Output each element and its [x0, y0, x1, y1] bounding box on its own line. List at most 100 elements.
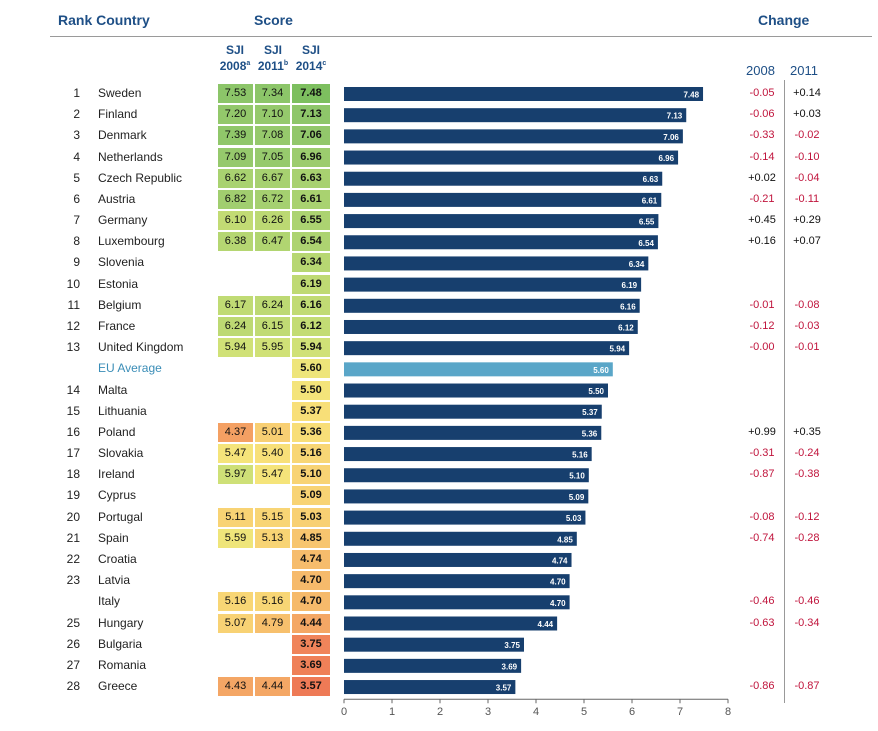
change-2008-header: 2008	[746, 63, 775, 78]
table-row: EU Average 5.60	[0, 358, 878, 379]
score-2014-cell: 6.61	[292, 189, 330, 209]
score-2011-cell: 5.15	[255, 507, 290, 527]
country-cell: Czech Republic	[98, 170, 183, 185]
x-tick-label: 8	[725, 706, 731, 718]
score-2014-cell: 3.75	[292, 634, 330, 654]
change-2008-cell: -0.86	[749, 680, 775, 693]
score-2008-cell: 6.10	[218, 211, 253, 231]
country-cell: Estonia	[98, 276, 139, 291]
bar-value-label: 6.34	[629, 260, 645, 269]
country-cell: Denmark	[98, 128, 147, 143]
table-row: 25 Hungary 5.07 4.79 4.44 -0.63 -0.34	[0, 613, 878, 633]
change-2008-cell: -0.06	[749, 108, 775, 121]
score-2008-cell: 6.38	[218, 232, 253, 252]
table-row: 16 Poland 4.37 5.01 5.36 +0.99 +0.35	[0, 422, 878, 442]
country-cell: United Kingdom	[98, 340, 184, 355]
rank-cell: 17	[66, 446, 80, 461]
year-2014: 2014	[295, 59, 323, 73]
bar-value-label: 5.03	[566, 514, 582, 523]
rank-cell: 8	[73, 234, 80, 249]
table-row: 6 Austria 6.82 6.72 6.61 -0.21 -0.11	[0, 189, 878, 209]
table-row: 12 France 6.24 6.15 6.12 -0.12 -0.03	[0, 316, 878, 336]
score-2014-cell: 5.09	[292, 486, 330, 506]
rank-country-header: Rank Country	[58, 12, 150, 28]
score-2008-cell: 6.82	[218, 189, 253, 209]
score-2014-cell: 4.70	[292, 571, 330, 591]
change-header: Change	[758, 12, 810, 28]
rank-cell: 12	[66, 318, 80, 333]
score-2014-cell: 5.50	[292, 380, 330, 400]
x-tick-label: 2	[437, 706, 443, 718]
score-2008-cell: 5.97	[218, 465, 253, 485]
change-2008-cell: -0.33	[749, 129, 775, 142]
country-cell: Sweden	[98, 86, 142, 100]
score-2011-cell: 6.47	[255, 232, 290, 252]
rank-cell: 2	[73, 107, 80, 122]
table-row: 27 Romania 3.69	[0, 655, 878, 675]
change-2011-cell: +0.29	[793, 214, 821, 227]
sji-label-2011: SJI	[263, 43, 282, 57]
bar-hungary	[344, 616, 558, 631]
change-2011-cell: -0.01	[794, 341, 820, 354]
bar-value-label: 6.61	[642, 196, 658, 205]
score-2011-cell: 6.15	[255, 316, 290, 336]
rank-cell: 18	[66, 467, 80, 482]
bar-value-label: 4.70	[550, 599, 566, 608]
score-2008-cell: 5.94	[218, 338, 253, 358]
table-row: 17 Slovakia 5.47 5.40 5.16 -0.31 -0.24	[0, 443, 878, 464]
bar-croatia	[344, 552, 572, 567]
sji-label-2008: SJI	[225, 43, 244, 57]
score-2011-cell: 6.67	[255, 168, 290, 188]
bar-denmark	[344, 129, 683, 144]
bar-portugal	[344, 510, 586, 525]
country-cell: Croatia	[98, 551, 137, 566]
rank-cell: 28	[66, 679, 80, 694]
score-header: Score	[254, 12, 293, 28]
header-divider	[50, 36, 872, 37]
year-2008: 2008	[219, 59, 247, 73]
footnote-a: a	[246, 60, 251, 67]
x-tick-label: 4	[533, 706, 539, 718]
table-row: Italy 5.16 5.16 4.70 -0.46 -0.46	[0, 591, 878, 612]
change-2008-cell: -0.46	[749, 595, 775, 608]
bar-value-label: 6.55	[639, 218, 655, 227]
change-2008-cell: +0.45	[748, 214, 776, 227]
score-2014-cell: 5.03	[292, 507, 330, 527]
score-2008-cell: 5.16	[218, 592, 253, 612]
country-cell: Germany	[98, 213, 148, 228]
bar-finland	[344, 108, 687, 123]
change-2008-cell: -0.21	[749, 192, 775, 205]
country-cell: Cyprus	[98, 488, 137, 503]
table-row: 4 Netherlands 7.09 7.05 6.96 -0.14 -0.10	[0, 147, 878, 167]
rank-cell: 23	[66, 573, 80, 588]
score-2014-cell: 6.55	[292, 211, 330, 231]
score-2008-cell: 5.47	[218, 444, 253, 464]
score-2011-cell: 7.05	[255, 147, 290, 167]
rank-cell: 4	[73, 149, 80, 164]
bar-value-label: 6.96	[659, 154, 675, 163]
score-2014-cell: 6.16	[292, 295, 330, 315]
score-2014-cell: 5.10	[292, 465, 330, 485]
table-row: 2 Finland 7.20 7.10 7.13 -0.06 +0.03	[0, 104, 878, 125]
rank-cell: 27	[66, 657, 80, 672]
country-cell: Luxembourg	[98, 234, 165, 249]
table-row: 14 Malta 5.50	[0, 380, 878, 400]
score-2014-cell: 5.16	[292, 444, 330, 464]
score-2014-cell: 6.12	[292, 316, 330, 336]
table-row: 11 Belgium 6.17 6.24 6.16 -0.01 -0.08	[0, 295, 878, 315]
change-2008-cell: -0.12	[749, 319, 775, 332]
bar-czech-republic	[344, 171, 663, 186]
rank-cell: 5	[73, 170, 80, 185]
bar-netherlands	[344, 150, 679, 165]
bar-value-label: 3.69	[502, 662, 518, 671]
score-2014-cell: 7.48	[292, 84, 330, 103]
change-2008-cell: -0.00	[749, 341, 775, 354]
score-2011-cell: 7.08	[255, 126, 290, 146]
rank-cell: 25	[66, 615, 80, 630]
score-2014-cell: 4.74	[292, 549, 330, 569]
bar-value-label: 5.94	[610, 345, 626, 354]
table-row: 18 Ireland 5.97 5.47 5.10 -0.87 -0.38	[0, 464, 878, 485]
country-cell: EU Average	[98, 361, 162, 376]
change-2008-cell: +0.02	[748, 171, 776, 184]
